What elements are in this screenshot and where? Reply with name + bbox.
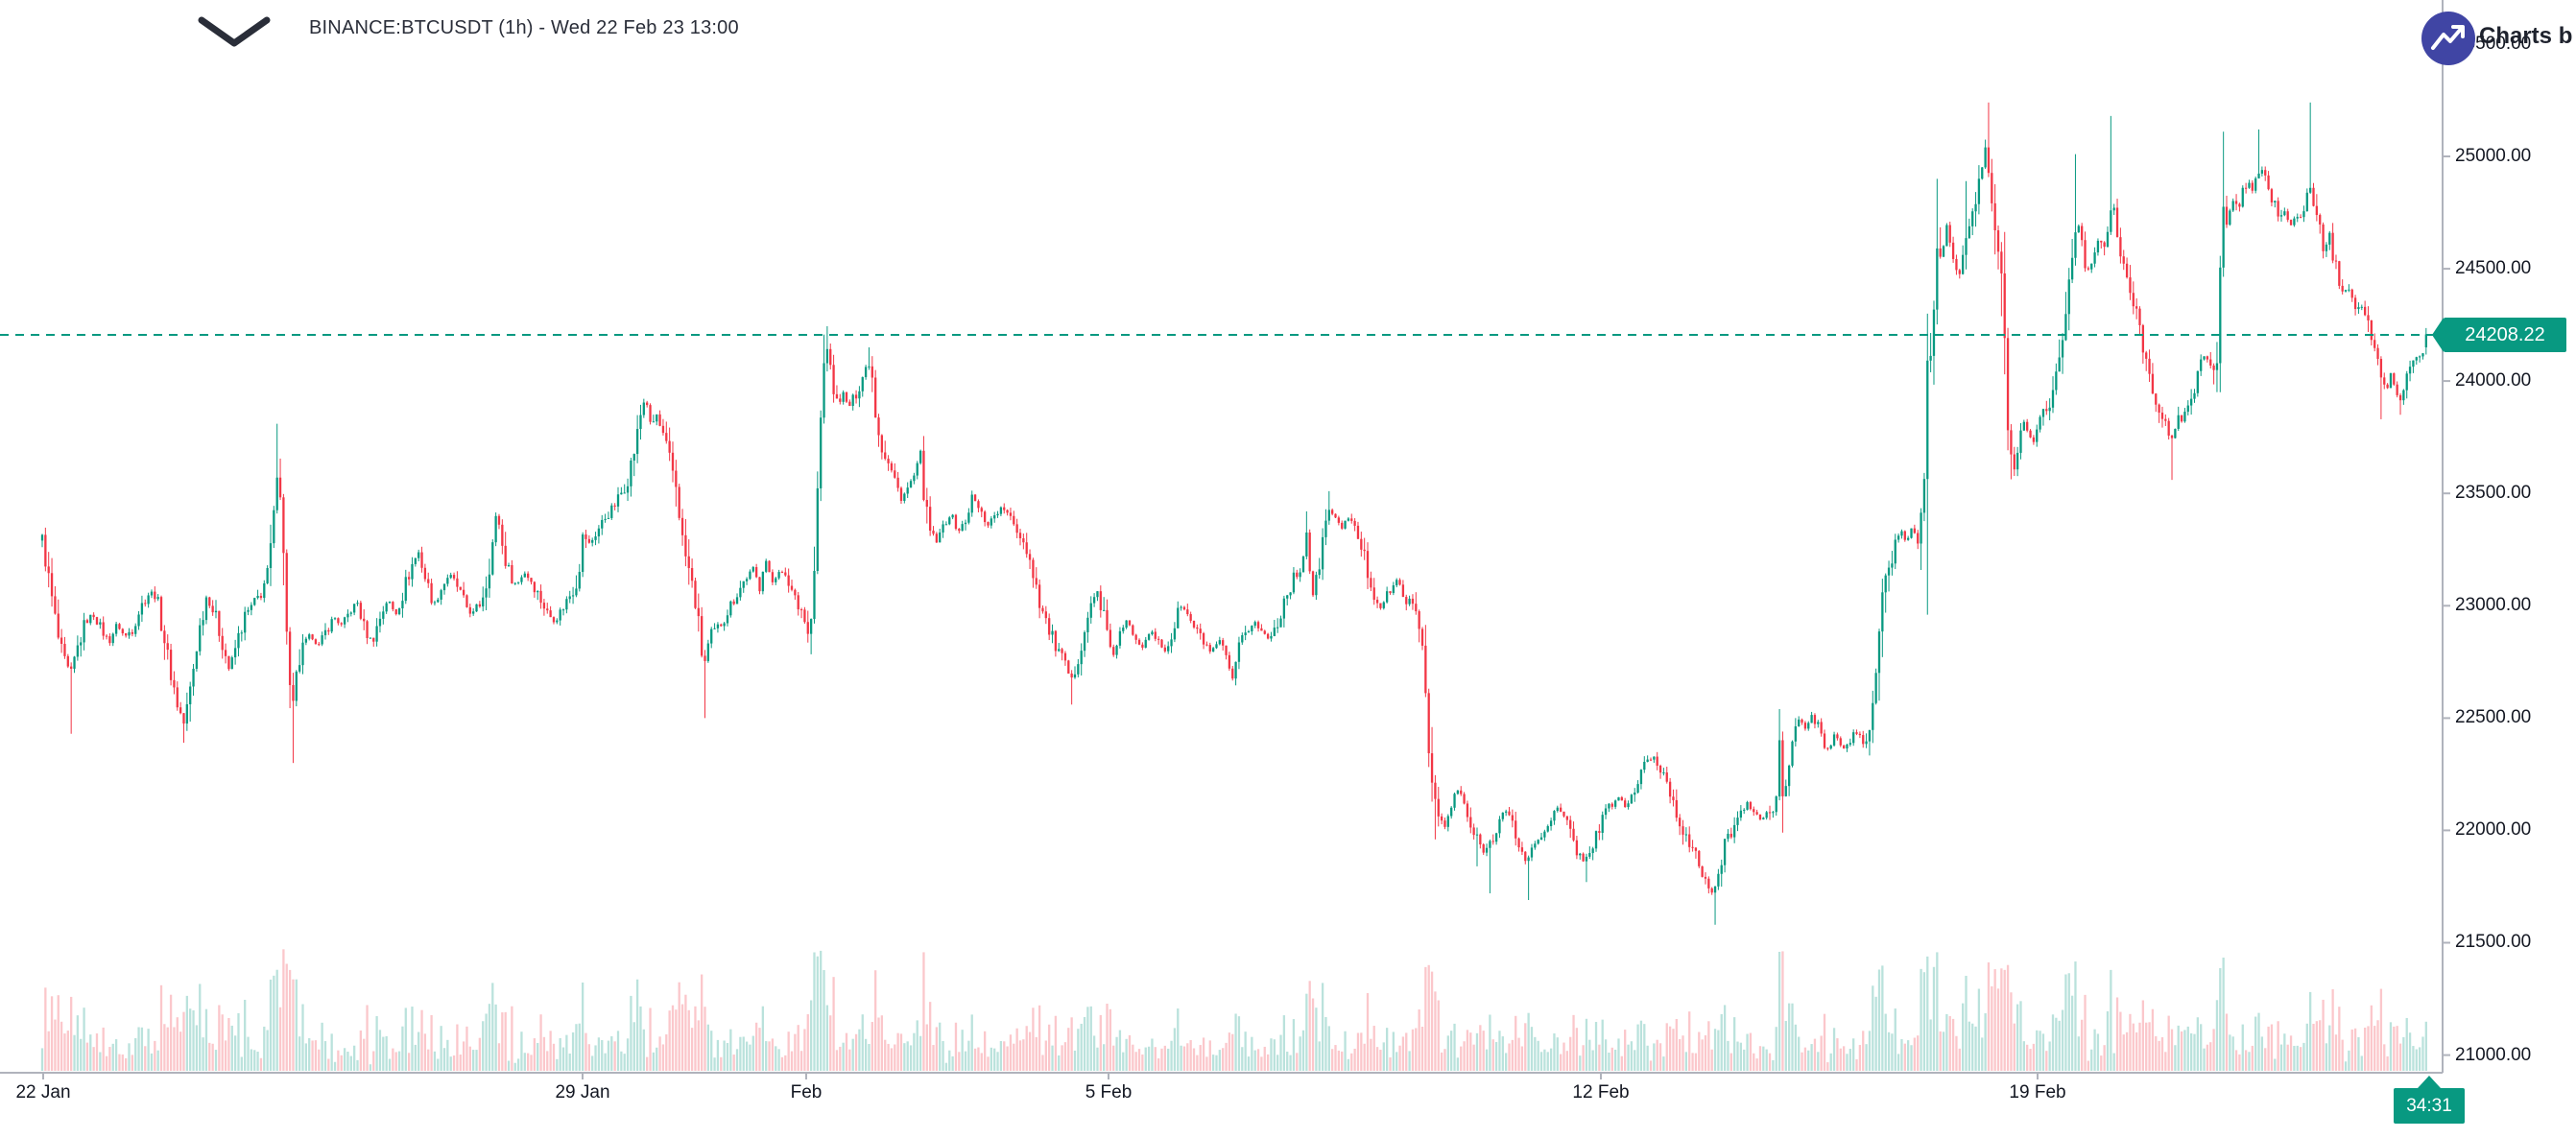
time-axis-label: 19 Feb: [2009, 1082, 2066, 1102]
last-price-tag: 24208.22: [2444, 318, 2566, 352]
time-axis-label: 22 Jan: [15, 1082, 71, 1102]
time-axis-label: Feb: [790, 1082, 823, 1102]
time-axis-label: 12 Feb: [1572, 1082, 1630, 1102]
price-axis-label: 21000.00: [2455, 1044, 2532, 1065]
price-axis-label: 21500.00: [2455, 932, 2532, 953]
symbol-title: BINANCE:BTCUSDT (1h) - Wed 22 Feb 23 13:…: [309, 17, 739, 38]
chevron-down-icon: [198, 16, 271, 47]
price-axis-label: 24500.00: [2455, 258, 2532, 279]
price-axis-label: 24000.00: [2455, 370, 2532, 391]
collapse-chevron-button[interactable]: [190, 12, 271, 52]
price-axis-label: 22000.00: [2455, 819, 2532, 841]
chart-header: BINANCE:BTCUSDT (1h) - Wed 22 Feb 23 13:…: [0, 0, 2576, 58]
price-axis-label: 25000.00: [2455, 146, 2532, 166]
brand-logo[interactable]: [2419, 9, 2478, 73]
time-axis-label: 5 Feb: [1085, 1082, 1133, 1102]
brand-name: Charts b: [2479, 23, 2573, 49]
price-axis-label: 23000.00: [2455, 595, 2532, 616]
price-axis-label: 22500.00: [2455, 707, 2532, 728]
countdown-tag-arrow: [2418, 1076, 2441, 1088]
trending-up-icon: [2421, 12, 2475, 65]
time-axis-label: 29 Jan: [555, 1082, 610, 1102]
last-price-tag-arrow: [2432, 318, 2444, 352]
candle-countdown-tag: 34:31: [2394, 1088, 2465, 1124]
price-axis-label: 23500.00: [2455, 483, 2532, 504]
